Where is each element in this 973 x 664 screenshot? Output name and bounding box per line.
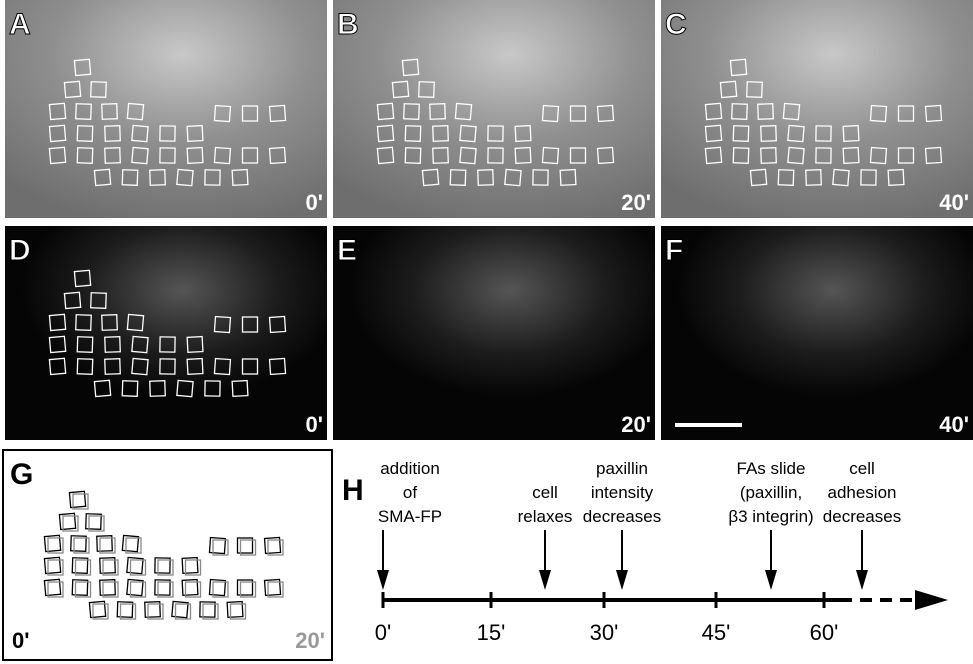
panel-letter: F — [665, 234, 683, 267]
event-arrow-head — [765, 570, 777, 590]
panel-letter: A — [9, 8, 31, 41]
event-label: cell — [532, 483, 558, 502]
event-label: decreases — [583, 507, 661, 526]
event-label: intensity — [591, 483, 654, 502]
event-label: (paxillin, — [740, 483, 802, 502]
event-label: relaxes — [518, 507, 573, 526]
event-label: SMA-FP — [378, 507, 442, 526]
event-arrow-head — [856, 570, 868, 590]
arrow-head — [915, 590, 948, 610]
tick-label: 30' — [590, 620, 619, 645]
event-arrow-head — [377, 570, 389, 590]
micrograph — [333, 0, 655, 218]
panel-letter: C — [665, 8, 687, 41]
event-label: FAs slide — [737, 459, 806, 478]
time-label: 20' — [621, 190, 651, 215]
time-label: 40' — [939, 412, 969, 437]
event-label: adhesion — [827, 483, 896, 502]
time-label: 20' — [621, 412, 651, 437]
tick-label: 60' — [810, 620, 839, 645]
time-label: 20' — [295, 628, 325, 653]
panel-letter: E — [337, 234, 357, 267]
micrograph — [333, 226, 655, 440]
panel-letter: B — [337, 8, 359, 41]
micrograph — [5, 226, 327, 440]
event-label: cell — [849, 459, 875, 478]
event-label: of — [403, 483, 417, 502]
event-label: decreases — [823, 507, 901, 526]
event-label: addition — [380, 459, 440, 478]
time-label: 0' — [306, 190, 323, 215]
tick-label: 0' — [375, 620, 391, 645]
event-label: paxillin — [596, 459, 648, 478]
event-arrow-head — [539, 570, 551, 590]
tick-label: 15' — [477, 620, 506, 645]
tick-label: 45' — [702, 620, 731, 645]
panel-letter: D — [9, 234, 31, 267]
figure: A 0' B 20' C 40' D 0' E 20' F 40' G 0' 20' H 0' 15' 30' 45'… — [0, 0, 973, 664]
event-arrow-head — [616, 570, 628, 590]
event-label: β3 integrin) — [728, 507, 813, 526]
panel-letter: G — [10, 458, 33, 491]
micrograph — [5, 0, 327, 218]
time-label: 0' — [12, 628, 29, 653]
micrograph — [661, 226, 973, 440]
time-label: 40' — [939, 190, 969, 215]
panel-letter: H — [342, 474, 364, 507]
time-label: 0' — [306, 412, 323, 437]
